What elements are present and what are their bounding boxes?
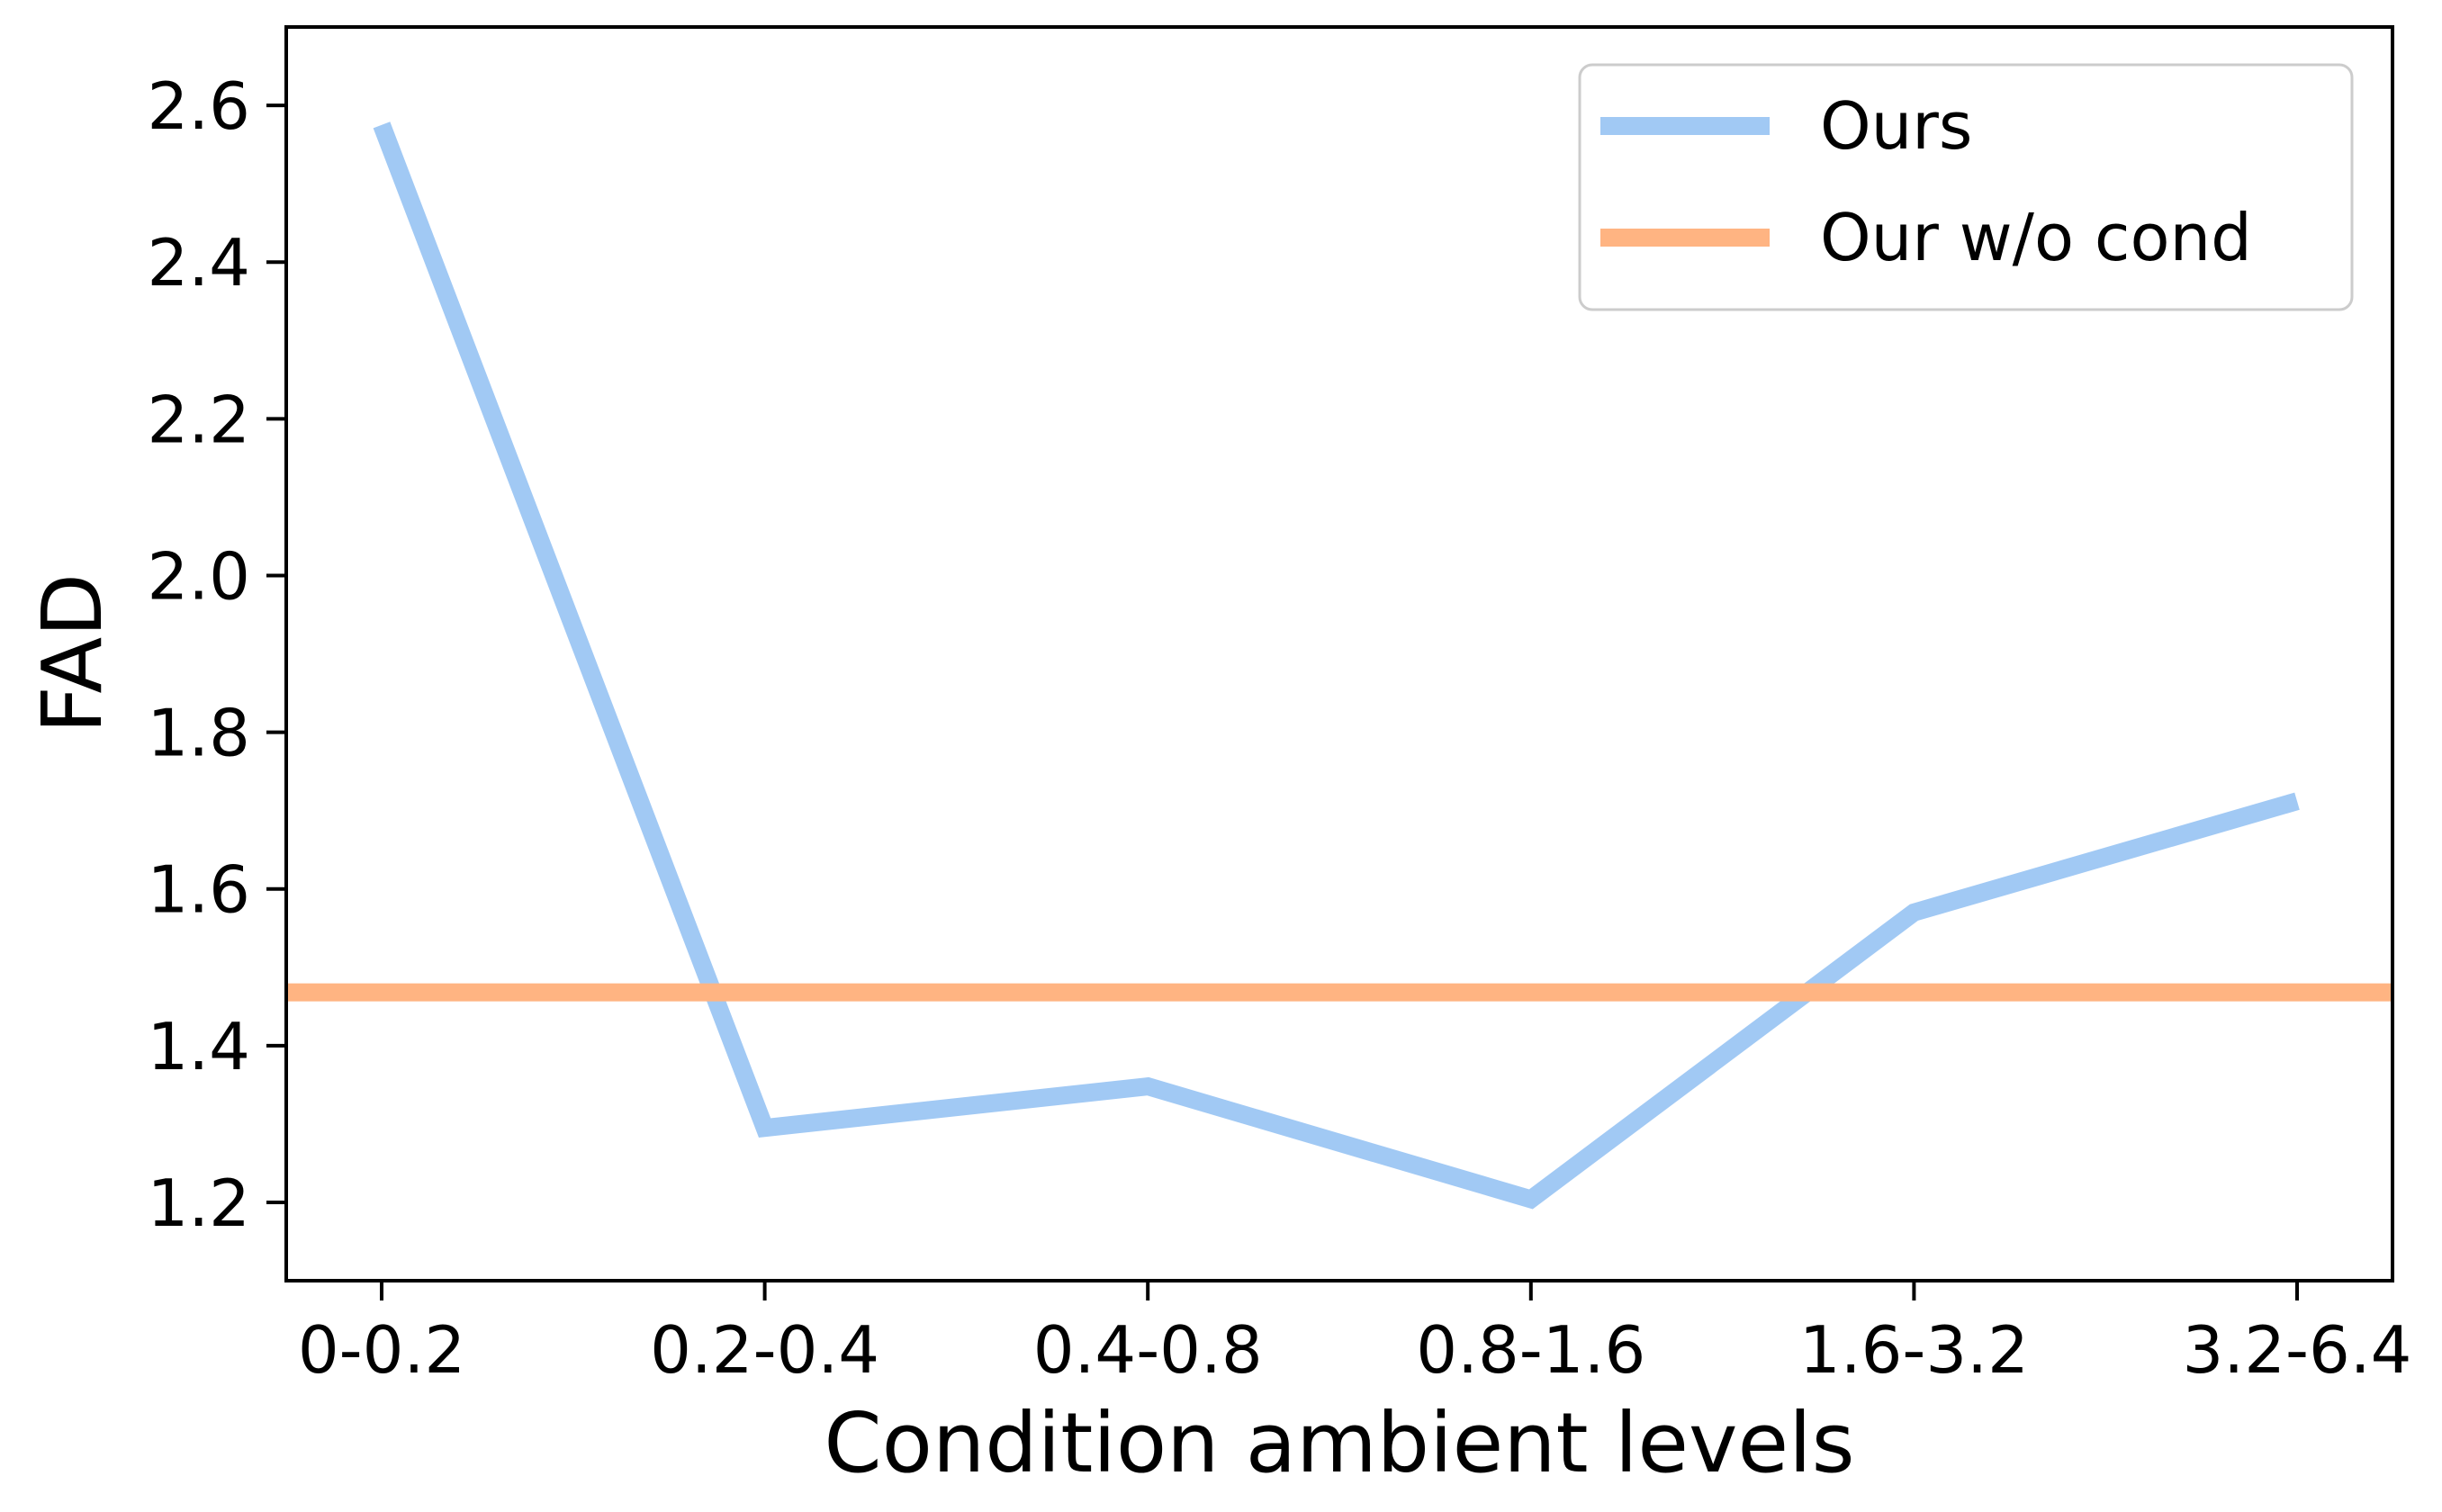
- series-layer: [286, 122, 2392, 1210]
- legend: Ours Our w/o cond: [1578, 63, 2354, 311]
- legend-label-ours: Ours: [1820, 88, 1972, 164]
- x-tick-label: 1.6-3.2: [1799, 1312, 2029, 1388]
- legend-label-our-wo-cond: Our w/o cond: [1820, 200, 2252, 275]
- x-tick-label: 0.4-0.8: [1033, 1312, 1263, 1388]
- y-tick-label: 2.6: [147, 68, 250, 144]
- x-tick-label: 0-0.2: [298, 1312, 465, 1388]
- y-tick-label: 1.8: [147, 696, 250, 771]
- y-tick-label: 1.6: [147, 852, 250, 928]
- x-axis-title: Condition ambient levels: [824, 1395, 1854, 1491]
- y-tick-label: 2.0: [147, 538, 250, 614]
- x-tick-label: 3.2-6.4: [2183, 1312, 2412, 1388]
- x-axis: 0-0.2 0.2-0.4 0.4-0.8 0.8-1.6 1.6-3.2 3.2-6.4: [298, 1281, 2412, 1388]
- legend-frame: [1578, 63, 2354, 311]
- y-tick-label: 1.2: [147, 1166, 250, 1241]
- y-tick-label: 2.4: [147, 225, 250, 301]
- plot-frame: [284, 25, 2394, 1282]
- x-tick-label: 0.2-0.4: [650, 1312, 879, 1388]
- series-line-ours: [373, 122, 2300, 1210]
- y-tick-label: 2.2: [147, 382, 250, 457]
- x-tick-label: 0.8-1.6: [1416, 1312, 1645, 1388]
- y-axis-title: FAD: [24, 573, 121, 734]
- y-axis: 1.2 1.4 1.6 1.8 2.0 2.2 2.4 2.6: [147, 68, 286, 1241]
- y-tick-label: 1.4: [147, 1009, 250, 1084]
